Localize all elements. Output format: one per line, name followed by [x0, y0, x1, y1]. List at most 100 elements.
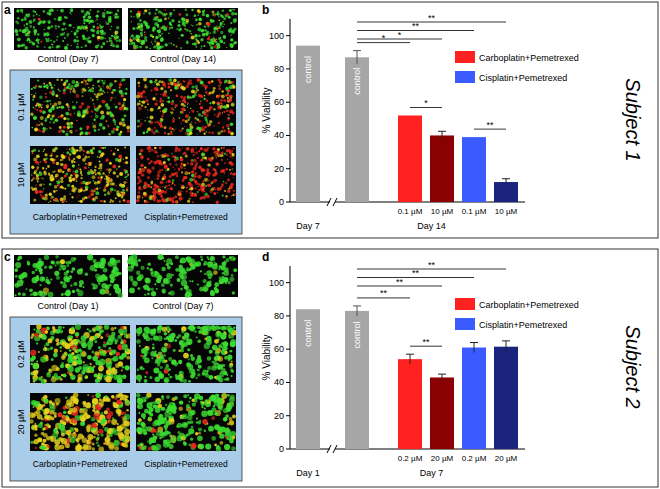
cell [72, 165, 75, 168]
cell [206, 122, 208, 124]
cell [51, 43, 53, 45]
cell [187, 106, 189, 108]
cell [229, 98, 232, 101]
cell [225, 195, 227, 197]
cell [227, 97, 229, 99]
cell [110, 44, 112, 46]
cell [110, 188, 114, 192]
cell [133, 46, 135, 48]
cell [155, 9, 157, 11]
cell [233, 19, 237, 23]
cell [110, 99, 112, 101]
cell [18, 44, 20, 46]
cell [223, 36, 226, 39]
cell [66, 131, 68, 133]
cell [133, 16, 134, 17]
cell [217, 96, 220, 99]
cell [216, 26, 218, 28]
cell [116, 175, 119, 178]
cell [161, 33, 163, 35]
cell [85, 45, 87, 47]
cell [84, 156, 87, 159]
cell [146, 46, 148, 48]
cell [198, 113, 201, 116]
cell [101, 115, 104, 118]
cell [147, 158, 150, 161]
cell [105, 38, 106, 39]
cell [198, 189, 200, 191]
cell [88, 167, 90, 169]
cell [137, 176, 140, 179]
cell [173, 9, 175, 11]
cell [180, 130, 182, 132]
cell [40, 190, 43, 193]
cell [126, 189, 128, 191]
cell [97, 171, 100, 174]
cell [113, 117, 115, 119]
cell [15, 29, 17, 31]
cell [165, 9, 167, 11]
cell [218, 19, 220, 21]
cell [115, 44, 119, 48]
cell [77, 113, 81, 117]
cell [93, 106, 95, 108]
cell [165, 181, 167, 183]
cell [162, 176, 166, 180]
cell [214, 170, 216, 172]
cell [182, 119, 185, 122]
cell [202, 13, 205, 16]
cell [92, 29, 95, 32]
cell [204, 126, 206, 128]
cell [91, 110, 94, 113]
cell [184, 126, 185, 127]
cell [69, 130, 72, 133]
cell [203, 112, 207, 116]
cell [175, 157, 176, 158]
cell [70, 8, 74, 12]
cell [159, 100, 162, 103]
cell [137, 126, 138, 127]
cell [218, 16, 220, 18]
cell [215, 154, 217, 156]
cell [98, 85, 99, 86]
cell [80, 189, 82, 191]
cell [109, 85, 112, 88]
cell [231, 195, 233, 197]
cell [106, 158, 109, 161]
cell [148, 151, 150, 153]
cell [228, 128, 230, 130]
cell [76, 177, 78, 179]
cell [206, 159, 208, 161]
cell [22, 12, 24, 14]
cell [37, 79, 39, 81]
cell [158, 122, 162, 126]
cell [119, 201, 121, 203]
cell [143, 192, 147, 196]
cell [57, 185, 58, 186]
cell [190, 108, 191, 109]
cell [147, 184, 151, 188]
cell [86, 25, 87, 26]
cell [161, 190, 164, 193]
cell [217, 154, 220, 157]
cell [180, 27, 182, 29]
cell [114, 97, 115, 98]
cell [48, 27, 51, 30]
cell [154, 41, 156, 43]
cell [211, 80, 213, 82]
cell [173, 79, 177, 83]
cell [81, 115, 84, 118]
cell [215, 14, 216, 15]
cell [124, 114, 127, 117]
cell [185, 171, 187, 173]
cell [92, 85, 94, 87]
cell [66, 17, 68, 19]
cell [204, 98, 206, 100]
cell [195, 117, 197, 119]
cell [202, 33, 206, 37]
cell [147, 194, 148, 195]
cell [33, 10, 35, 12]
cell [39, 172, 43, 176]
cell [152, 97, 155, 100]
cell [164, 81, 166, 83]
